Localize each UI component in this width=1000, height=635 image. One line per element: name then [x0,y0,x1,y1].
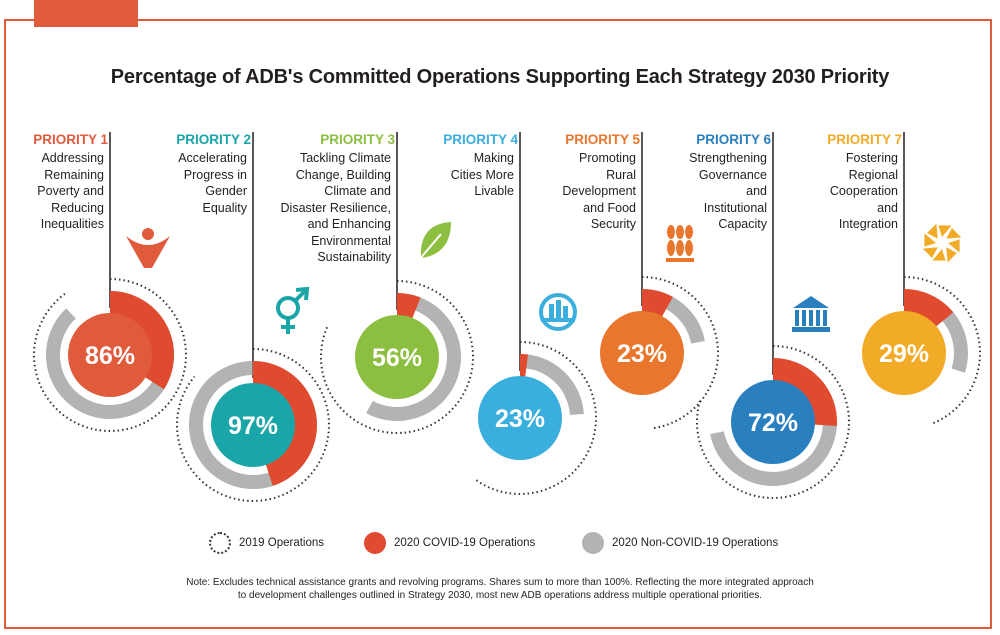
priority-value: 86% [85,342,135,370]
priority-value: 72% [748,409,798,437]
priority-value: 29% [879,340,929,368]
priority-value: 23% [495,405,545,433]
ring-2019-operations [176,348,330,502]
priority-title: PRIORITY 6 [696,132,771,147]
legend-swatch-dotted [209,532,231,554]
ring-covid-operations [641,289,673,319]
priority-description: Accelerating Progress in Gender Equality [178,151,247,215]
ring-2019-operations [696,345,850,499]
ring-2019-operations [903,276,981,425]
priority-title: PRIORITY 4 [443,132,518,147]
legend-swatch-covid [364,532,386,554]
wheat-icon [666,225,694,262]
priority-circle [600,311,684,395]
priority-description: Strengthening Governance and Institution… [689,151,767,231]
ring-covid-operations [396,293,421,320]
priority-title: PRIORITY 1 [33,132,108,147]
pinwheel-icon [922,223,962,263]
institution-icon [792,296,830,332]
priority-circle [862,311,946,395]
legend: 2019 Operations 2020 COVID-19 Operations… [0,532,1000,554]
priority-circle [68,313,152,397]
legend-item-2019: 2019 Operations [209,532,324,554]
ring-covid-operations [252,361,317,486]
priority-description: Tackling Climate Change, Building Climat… [280,151,391,264]
priority-value: 56% [372,344,422,372]
ring-covid-operations [903,289,954,328]
chart-title: Percentage of ADB's Committed Operations… [110,66,890,88]
priority-circle [355,315,439,399]
priority-value: 97% [228,412,278,440]
legend-label-2019: 2019 Operations [239,537,325,549]
priority-title: PRIORITY 7 [827,132,902,147]
priority-description: Addressing Remaining Poverty and Reducin… [37,151,104,231]
legend-label-covid: 2020 COVID-19 Operations [394,537,536,549]
legend-item-covid: 2020 COVID-19 Operations [364,532,535,554]
city-icon [539,293,577,331]
priority-circle [211,383,295,467]
priority-circle [731,380,815,464]
priority-description: Making Cities More Livable [450,151,514,198]
priority-title: PRIORITY 2 [176,132,251,147]
priority-value: 23% [617,340,667,368]
ring-noncovid-operations [519,354,584,416]
chart-frame [4,19,992,629]
legend-item-noncovid: 2020 Non-COVID-19 Operations [582,532,778,554]
priority-description: Fostering Regional Cooperation and Integ… [829,151,898,231]
priority-title: PRIORITY 3 [320,132,395,147]
ring-covid-operations [772,358,837,427]
legend-swatch-noncovid [582,532,604,554]
header-tab [34,0,138,27]
gender-icon [276,286,310,334]
priority-circle [478,376,562,460]
person-icon [126,228,170,268]
ring-noncovid-operations [366,293,461,421]
legend-label-noncovid: 2020 Non-COVID-19 Operations [612,537,779,549]
priority-description: Promoting Rural Development and Food Sec… [562,151,636,231]
leaf-icon [418,222,451,261]
footnote: Note: Excludes technical assistance gran… [186,577,814,601]
priority-title: PRIORITY 5 [565,132,640,147]
ring-2019-operations [474,341,597,495]
ring-covid-operations [109,291,174,390]
